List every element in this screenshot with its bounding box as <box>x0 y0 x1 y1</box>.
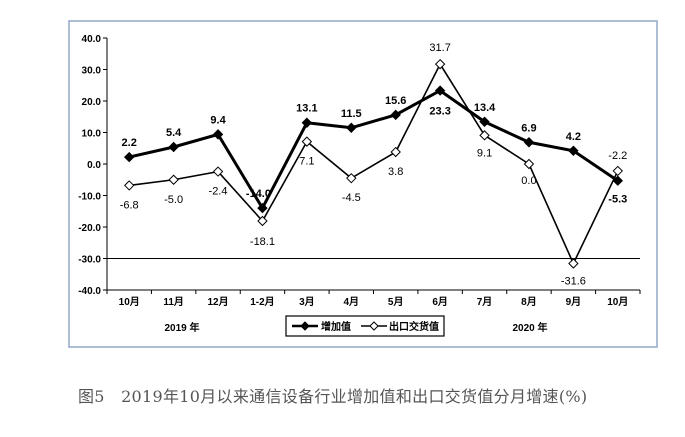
series-line-value-added <box>128 88 619 212</box>
legend-label-series-1: 增加值 <box>321 320 351 333</box>
axes: 40.0 30.0 20.0 10.0 0.0 -10.0 -20.0 -30.0 -40.0 1… <box>78 34 641 308</box>
marker-value-added <box>523 137 535 148</box>
data-label-value-added: 9.4 <box>210 114 226 126</box>
marker-value-added <box>168 141 179 153</box>
markers <box>124 58 623 269</box>
x-tick-label: 5月 <box>388 296 404 308</box>
marker-value-added <box>612 175 623 186</box>
series-line-export <box>129 62 619 266</box>
data-label-export: -5.0 <box>164 194 183 206</box>
data-label-value-added: 11.5 <box>341 108 362 120</box>
marker-export <box>390 146 401 158</box>
marker-export <box>257 215 268 227</box>
data-label-value-added: 6.9 <box>521 122 536 134</box>
marker-value-added <box>346 122 357 133</box>
marker-export <box>346 172 357 184</box>
y-tick-label: 30.0 <box>82 66 102 77</box>
x-tick-label: 7月 <box>477 296 493 308</box>
data-label-export: 31.7 <box>429 42 450 54</box>
data-label-export: -31.6 <box>561 276 586 288</box>
x-tick-label: 10月 <box>607 296 628 308</box>
marker-value-added <box>212 129 224 140</box>
y-tick-label: 10.0 <box>82 129 102 140</box>
data-label-value-added: -5.3 <box>608 194 627 206</box>
data-label-value-added: 4.2 <box>566 131 581 143</box>
x-tick-label: 8月 <box>521 296 537 308</box>
data-label-export: 3.8 <box>388 166 403 178</box>
data-label-export: 0.0 <box>521 175 536 187</box>
x-tick-label: 9月 <box>566 296 582 308</box>
data-label-value-added: 2.2 <box>122 137 137 149</box>
data-label-value-added: 5.4 <box>166 127 182 139</box>
marker-export <box>568 258 579 269</box>
data-label-export: -2.2 <box>608 150 627 162</box>
line-chart: 40.0 30.0 20.0 10.0 0.0 -10.0 -20.0 -30.0 -40.0 1… <box>68 20 658 348</box>
marker-export <box>301 136 313 147</box>
y-tick-label: -30.0 <box>78 255 101 266</box>
marker-value-added <box>301 117 313 128</box>
data-labels: 2.2 5.4 9.4 -14.0 13.1 11.5 15.6 23.3 13.4 6.9 4.2… <box>120 42 628 287</box>
marker-value-added <box>124 151 135 163</box>
marker-value-added <box>568 145 579 156</box>
y-tick-label: 20.0 <box>82 97 102 108</box>
data-label-value-added: 15.6 <box>385 95 406 107</box>
chart-frame: 40.0 30.0 20.0 10.0 0.0 -10.0 -20.0 -30.0 -40.0 1… <box>68 20 658 348</box>
legend-marker-series-1 <box>300 321 310 331</box>
marker-export <box>479 130 490 141</box>
y-tick-label: -40.0 <box>78 286 101 297</box>
x-tick-label: 4月 <box>344 296 360 308</box>
marker-value-added <box>257 202 268 214</box>
year-label-2020: 2020 年 <box>512 321 547 334</box>
chart-border <box>68 20 658 348</box>
legend: 增加值 出口交货值 <box>285 315 445 337</box>
figure-caption: 图5 2019年10月以来通信设备行业增加值和出口交货值分月增速(%) <box>78 387 588 406</box>
x-tick-label: 6月 <box>432 296 448 308</box>
data-label-export: 9.1 <box>477 147 492 159</box>
series-lines <box>128 62 619 266</box>
legend-marker-series-2 <box>369 321 379 331</box>
data-label-export: -4.5 <box>342 192 361 204</box>
y-tick-label: -20.0 <box>78 223 101 234</box>
y-tick-label: -10.0 <box>78 192 101 203</box>
data-label-value-added: 13.4 <box>474 102 496 114</box>
marker-value-added <box>479 116 490 127</box>
marker-export <box>212 166 224 177</box>
data-label-export: -6.8 <box>120 199 139 211</box>
marker-export <box>612 165 623 177</box>
legend-label-series-2: 出口交货值 <box>389 320 439 333</box>
data-label-value-added: 23.3 <box>429 106 450 118</box>
data-label-value-added: 13.1 <box>296 103 317 115</box>
year-label-2019: 2019 年 <box>164 321 199 334</box>
x-tick-label: 12月 <box>207 296 228 308</box>
y-tick-label: 40.0 <box>82 34 102 45</box>
y-tick-label: 0.0 <box>87 160 101 171</box>
marker-export <box>523 158 535 170</box>
x-tick-label: 3月 <box>299 296 315 308</box>
data-label-value-added: -14.0 <box>246 188 271 200</box>
marker-export <box>434 58 446 70</box>
data-label-export: -2.4 <box>209 186 228 198</box>
data-label-export: -18.1 <box>250 236 275 248</box>
x-tick-label: 10月 <box>119 296 140 308</box>
marker-value-added <box>434 85 446 96</box>
data-label-export: 7.1 <box>299 156 314 168</box>
x-tick-label: 1-2月 <box>250 296 274 308</box>
marker-value-added <box>390 109 401 121</box>
marker-export <box>168 174 179 185</box>
marker-export <box>124 180 135 191</box>
x-tick-label: 11月 <box>163 296 184 308</box>
